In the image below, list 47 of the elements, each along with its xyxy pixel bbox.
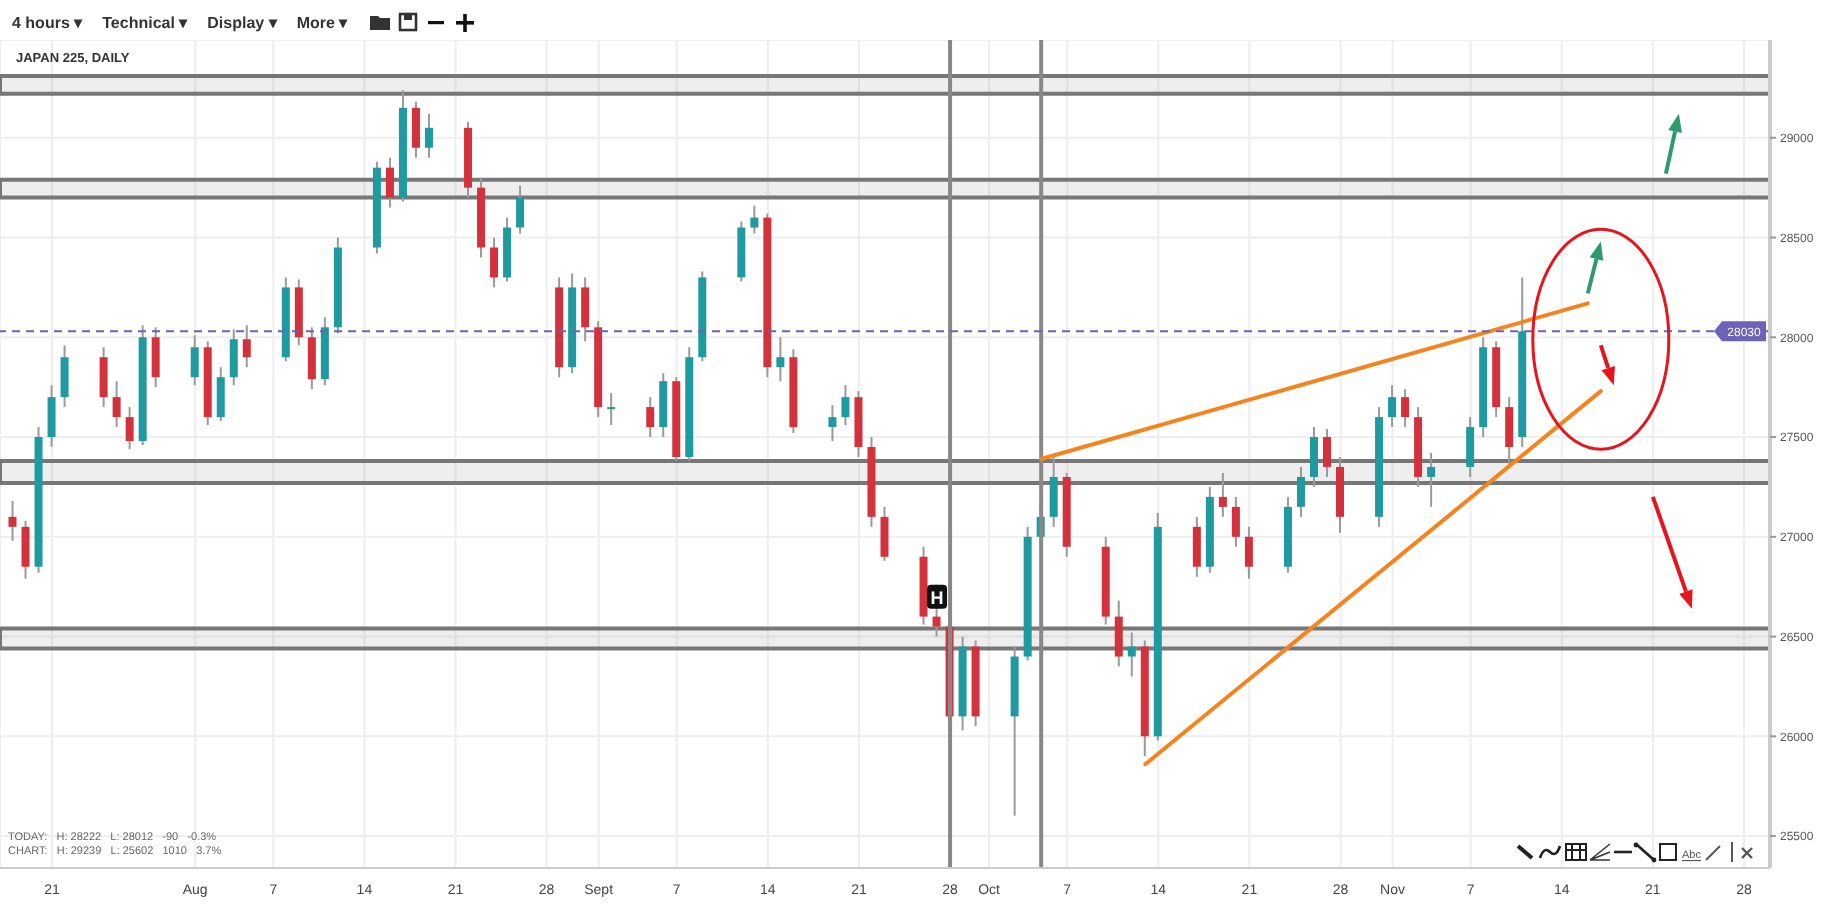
candlestick	[1231, 495, 1240, 548]
candlestick	[1049, 455, 1058, 528]
candlestick	[490, 236, 499, 289]
candlestick	[1322, 428, 1331, 478]
candlestick	[216, 366, 225, 423]
candlestick	[516, 184, 525, 235]
text: Technical ▾	[102, 13, 188, 31]
candlestick	[1466, 416, 1475, 478]
candlestick	[1114, 599, 1123, 668]
candlestick	[1244, 525, 1253, 580]
candlestick	[880, 505, 889, 562]
candlestick	[424, 112, 433, 159]
candlestick	[1127, 631, 1136, 678]
candlestick	[607, 392, 616, 427]
candlestick	[112, 380, 121, 429]
candlestick	[1309, 426, 1318, 488]
candlestick	[385, 156, 394, 209]
candlestick	[1192, 515, 1201, 578]
candlestick	[1401, 388, 1410, 429]
text: 4 hours ▾	[12, 13, 83, 31]
candlestick	[1388, 384, 1397, 429]
candlestick	[828, 404, 837, 443]
candlestick	[60, 344, 69, 409]
text: Display ▾	[207, 13, 277, 31]
candlestick	[1296, 465, 1305, 518]
candlestick	[776, 336, 785, 383]
candlestick	[47, 384, 56, 449]
candlestick	[750, 204, 759, 235]
candlestick	[1218, 471, 1227, 518]
candlestick	[659, 372, 668, 439]
candlestick	[646, 396, 655, 439]
candlestick	[581, 276, 590, 343]
candlestick	[8, 499, 17, 542]
candlestick	[190, 334, 199, 387]
candlestick	[21, 519, 30, 580]
candlestick	[307, 326, 316, 391]
candlestick	[125, 406, 134, 451]
candlestick	[99, 346, 108, 409]
candlestick	[1505, 396, 1514, 468]
annotation: H	[930, 587, 944, 608]
candlestick	[1427, 452, 1436, 508]
candlestick	[151, 326, 160, 389]
text: More ▾	[296, 13, 348, 31]
candlestick	[229, 328, 238, 387]
candlestick	[242, 324, 251, 369]
candlestick	[411, 100, 420, 159]
candlestick	[841, 384, 850, 427]
